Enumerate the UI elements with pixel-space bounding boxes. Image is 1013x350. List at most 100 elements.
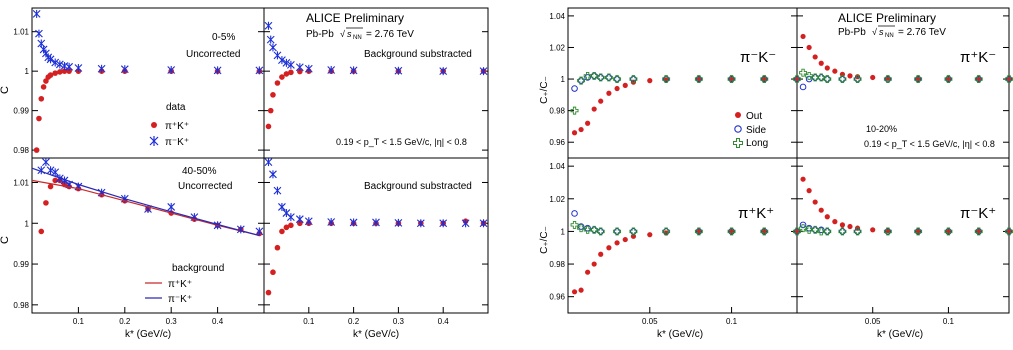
point-rbr-s1-10 bbox=[975, 228, 983, 235]
frame-br bbox=[263, 157, 489, 314]
xtick-rbr-label-0: 0.05 bbox=[865, 317, 881, 326]
point-ltl-s1-14 bbox=[167, 65, 176, 74]
point-lbr-s1-6 bbox=[295, 215, 304, 224]
point-rtl-s1-12 bbox=[793, 75, 801, 83]
point-rtr-s1-11 bbox=[1005, 75, 1013, 83]
point-rtr-s2-8 bbox=[914, 75, 923, 84]
point-rbl-s2-8 bbox=[694, 227, 703, 236]
right-xlabel-b: k* (GeV/c) bbox=[877, 329, 923, 340]
point-ltr-s1-0 bbox=[264, 21, 273, 30]
right-figure: 0.96 0.98 1 1.02 1.04 0.96 0.98 1 1.02 1.04 0.05 0.… bbox=[539, 7, 1013, 340]
ytick-ltl-label-2: 1 bbox=[25, 67, 30, 76]
point-rtl-s0-7 bbox=[622, 82, 628, 88]
point-rtr-s2-7 bbox=[883, 75, 892, 84]
point-rbr-s2-5 bbox=[838, 227, 847, 236]
right-cut-label: 0.19 < p_T < 1.5 GeV/c, |η| < 0.8 bbox=[864, 139, 995, 149]
point-lbr-s1-1 bbox=[269, 170, 277, 179]
point-rbr-s1-6 bbox=[854, 228, 861, 235]
right-data-marks bbox=[570, 33, 1013, 295]
point-rtr-s1-0 bbox=[799, 83, 807, 91]
point-rbl-s1-3 bbox=[590, 226, 598, 234]
ytick-lbl-label-1: 0.99 bbox=[13, 260, 29, 269]
point-ltr-s1-4 bbox=[278, 56, 286, 65]
point-lbl-s0-1 bbox=[43, 200, 49, 206]
tl-centrality: 0-5% bbox=[212, 32, 235, 43]
xtick-lbr-label-1: 0.2 bbox=[348, 317, 360, 326]
point-ltl-s1-10 bbox=[65, 62, 74, 71]
legend-bg-title: background bbox=[172, 263, 224, 274]
point-rtr-s0-5 bbox=[832, 68, 838, 74]
point-rbl-s2-6 bbox=[629, 227, 638, 236]
point-rtl-s1-8 bbox=[662, 75, 670, 83]
point-ltl-s0-0 bbox=[33, 147, 40, 153]
point-lbr-s1-3 bbox=[278, 202, 286, 211]
point-rtl-s0-9 bbox=[647, 78, 653, 84]
point-rbr-s2-4 bbox=[823, 227, 832, 236]
point-ltr-s1-10 bbox=[349, 66, 358, 75]
panel-rtl-marks bbox=[570, 71, 801, 136]
point-rbr-s1-5 bbox=[839, 228, 846, 235]
point-rbr-s2-7 bbox=[883, 227, 892, 236]
point-ltl-s0-1 bbox=[36, 115, 42, 122]
point-rbl-s1-4 bbox=[597, 228, 605, 235]
ytick-lbl-label-3: 1.01 bbox=[13, 178, 29, 187]
point-rtl-s0-3 bbox=[591, 106, 597, 112]
xtick-lbl-label-2: 0.3 bbox=[166, 317, 178, 326]
point-lbr-s0-5 bbox=[288, 222, 294, 229]
right-energy-label: = 2.76 TeV bbox=[898, 27, 946, 38]
point-rtr-s2-1 bbox=[805, 71, 814, 80]
legend-pimkp: π⁻K⁺ bbox=[165, 137, 189, 148]
point-lbr-s0-4 bbox=[283, 224, 290, 231]
point-ltl-s1-1 bbox=[35, 29, 43, 38]
left-system-label: Pb-Pb bbox=[306, 29, 334, 40]
right-axis-ticks: 0.96 0.98 1 1.02 1.04 0.96 0.98 1 1.02 1.04 0.05 0.… bbox=[549, 12, 1009, 326]
xtick-lbr-label-2: 0.3 bbox=[393, 317, 405, 326]
point-rtr-s2-0 bbox=[799, 68, 808, 77]
point-rbl-s2-0 bbox=[570, 220, 579, 229]
point-ltr-s0-2 bbox=[270, 92, 276, 98]
point-rtr-s0-9 bbox=[870, 74, 876, 81]
point-rbl-s0-1 bbox=[578, 287, 584, 293]
point-lbl-s1-3 bbox=[51, 168, 60, 177]
ytick-ltl-label-1: 0.99 bbox=[13, 107, 29, 116]
point-rtl-s2-8 bbox=[662, 75, 671, 84]
ytick-ltl-label-3: 1.01 bbox=[13, 28, 29, 37]
point-rbr-s1-7 bbox=[884, 228, 892, 235]
point-ltr-s0-0 bbox=[265, 123, 272, 130]
point-rtl-s1-6 bbox=[613, 75, 621, 83]
left-figure: 0.98 0.99 1 1.01 0.98 0.99 1 1.01 0.1 0.2 0.3 0.4 0.… bbox=[0, 7, 489, 340]
point-rbr-s0-6 bbox=[839, 222, 846, 228]
right-system-label: Pb-Pb bbox=[838, 27, 866, 38]
point-lbl-s1-15 bbox=[255, 227, 264, 236]
point-rtl-s2-5 bbox=[604, 73, 613, 82]
point-rbr-s0-5 bbox=[832, 219, 838, 225]
ytick-lbl-label-2: 1 bbox=[25, 219, 30, 228]
point-rbl-s1-10 bbox=[760, 228, 768, 235]
left-data-marks bbox=[31, 9, 488, 296]
point-ltl-s1-12 bbox=[97, 64, 106, 73]
point-ltl-s1-15 bbox=[213, 66, 222, 75]
point-lbr-s1-9 bbox=[349, 218, 358, 227]
point-rbl-s2-10 bbox=[760, 227, 769, 236]
point-rtr-s2-4 bbox=[823, 75, 832, 84]
point-rbl-s1-11 bbox=[793, 228, 801, 235]
point-rbr-s0-4 bbox=[824, 214, 830, 220]
point-ltl-s0-2 bbox=[38, 95, 45, 102]
point-rbr-s1-11 bbox=[1005, 228, 1013, 235]
legend-bg-pimkp: π⁻K⁺ bbox=[168, 294, 192, 305]
pair-label-br: π⁻K⁺ bbox=[960, 205, 996, 222]
bg-line-lbl-3 bbox=[31, 167, 260, 237]
point-rbl-s0-4 bbox=[598, 251, 604, 257]
point-ltr-s1-2 bbox=[269, 43, 277, 52]
left-ylabel-top: C bbox=[0, 86, 11, 94]
point-rbr-s2-0 bbox=[799, 224, 808, 233]
legend-pipkp: π⁺K⁺ bbox=[165, 121, 189, 132]
frame-tl bbox=[31, 7, 265, 159]
point-ltl-s1-0 bbox=[32, 9, 41, 18]
point-rtl-s0-6 bbox=[614, 85, 620, 92]
point-lbr-s0-1 bbox=[270, 269, 276, 276]
point-ltl-s1-11 bbox=[74, 64, 83, 72]
point-rbr-s2-2 bbox=[811, 225, 820, 234]
point-lbr-s0-6 bbox=[297, 220, 303, 227]
